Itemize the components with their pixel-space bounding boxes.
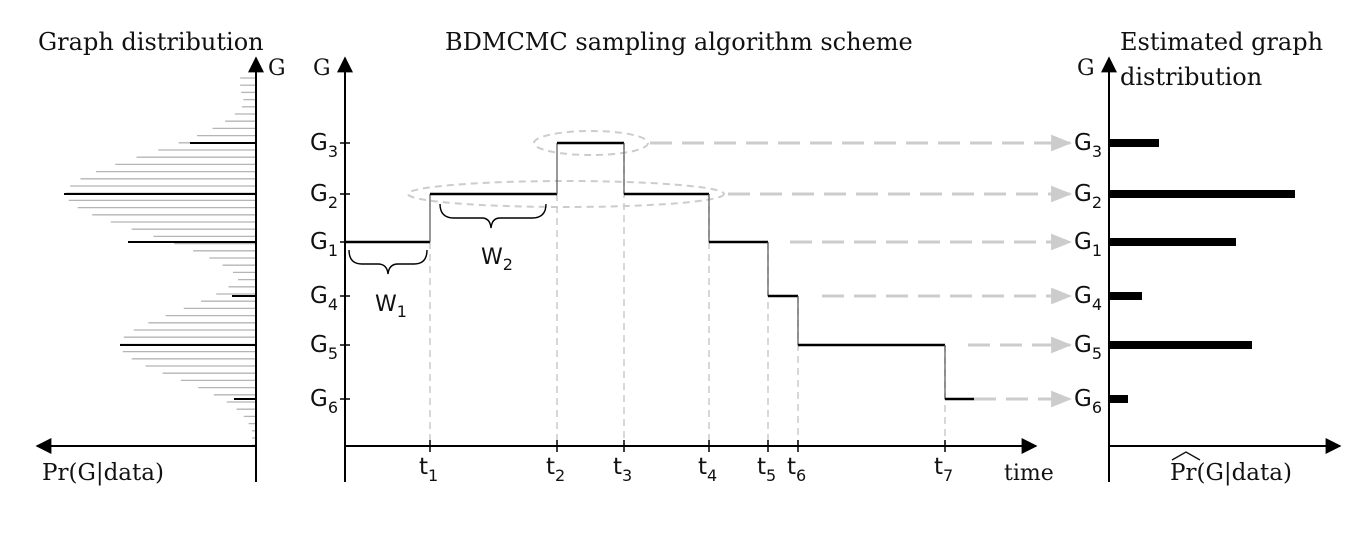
left-distribution-bars: [64, 77, 256, 446]
waiting-time-w1: W1: [375, 292, 407, 321]
middle-y-axis-label: G: [313, 56, 331, 81]
state-label-right: G3: [1074, 130, 1102, 161]
state-label-right: G6: [1074, 386, 1102, 417]
estimated-bar: [1109, 238, 1236, 246]
middle-panel: G time G3 G2 G1 G4 G5 G6 t1 t2 t3 t4 t5 t6 t7 W1 W2: [310, 56, 1073, 486]
estimated-bar: [1109, 341, 1252, 349]
right-panel-title-line2: distribution: [1120, 63, 1262, 91]
middle-panel-title: BDMCMC sampling algorithm scheme: [445, 28, 913, 56]
right-state-labels: G3 G2 G1 G4 G5 G6: [1074, 130, 1102, 417]
middle-x-axis-label: time: [1004, 461, 1054, 486]
estimated-distribution-bars: [1109, 139, 1295, 403]
left-x-axis-label: Pr(G|data): [42, 460, 164, 486]
state-label-right: G1: [1074, 229, 1102, 260]
state-label-middle: G1: [310, 229, 338, 260]
right-y-axis-label: G: [1077, 56, 1095, 81]
brace-w1: [348, 249, 428, 275]
state-label-middle: G3: [310, 130, 338, 161]
state-label-right: G5: [1074, 332, 1102, 363]
ellipse-g2-visits: [407, 180, 725, 208]
time-label: t6: [787, 454, 806, 485]
time-label: t4: [698, 454, 717, 485]
state-label-right: G2: [1074, 181, 1102, 212]
left-y-axis-label: G: [268, 56, 286, 81]
left-panel-title: Graph distribution: [38, 28, 264, 56]
time-labels: t1 t2 t3 t4 t5 t6 t7: [419, 440, 953, 485]
brace-w2: [439, 203, 547, 229]
right-x-axis-label: Pr(G|data): [1170, 460, 1292, 486]
estimated-bar: [1109, 190, 1295, 198]
ellipse-g3-visit: [533, 130, 649, 156]
right-panel-title-line1: Estimated graph: [1120, 28, 1323, 56]
hat-symbol: [1171, 451, 1201, 461]
right-panel: G G3 G2 G1 G4 G5 G6 Pr(G|data): [1074, 56, 1342, 486]
estimated-bar: [1109, 395, 1128, 403]
time-label: t3: [613, 454, 632, 485]
middle-state-labels: G3 G2 G1 G4 G5 G6: [310, 130, 350, 417]
estimated-bar: [1109, 292, 1142, 300]
waiting-time-w2: W2: [481, 245, 513, 274]
left-panel: G Pr(G|data): [35, 56, 286, 486]
state-label-right: G4: [1074, 283, 1102, 314]
time-label: t7: [934, 454, 953, 485]
time-label: t5: [757, 454, 776, 485]
state-label-middle: G4: [310, 283, 338, 314]
time-label: t1: [419, 454, 438, 485]
estimated-bar: [1109, 139, 1159, 147]
state-label-middle: G6: [310, 386, 338, 417]
state-label-middle: G2: [310, 181, 338, 212]
time-label: t2: [546, 454, 565, 485]
state-label-middle: G5: [310, 332, 338, 363]
connector-arrows: [650, 134, 1073, 408]
sampling-trajectory: [345, 141, 980, 401]
